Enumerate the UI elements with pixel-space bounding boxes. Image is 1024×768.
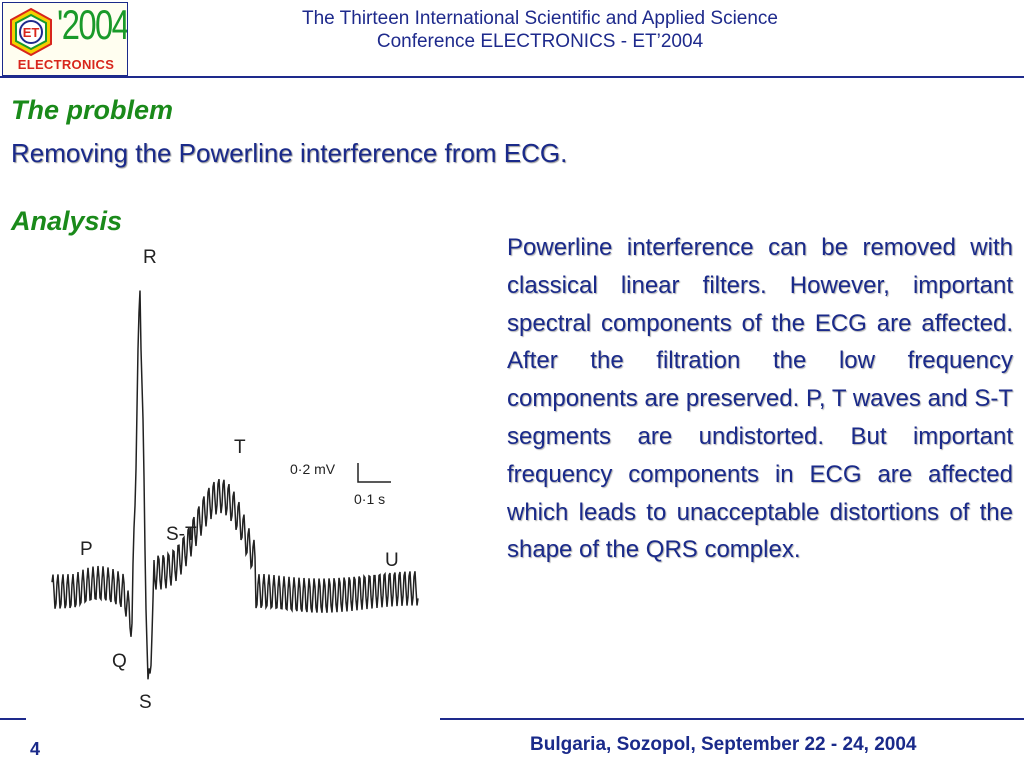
label-st: S-T (166, 524, 197, 545)
scale-amplitude-label: 0·2 mV (290, 461, 336, 477)
scale-bar (357, 463, 391, 483)
label-p: P (80, 539, 93, 560)
logo-badge-text: ET (23, 25, 40, 40)
conference-title-line-2: Conference ELECTRONICS - ET’2004 (376, 31, 704, 52)
footer-divider-right (440, 718, 1024, 720)
footer-location: Bulgaria, Sozopol, September 22 - 24, 20… (530, 734, 917, 755)
ecg-powerline-figure: R T S-T P U Q S 0·2 mV 0·1 s (51, 247, 419, 713)
slide-header: ET '2004 ELECTRONICS The Thirteen Intern… (0, 0, 1024, 78)
conference-title-line-1: The Thirteen International Scientific an… (301, 8, 778, 29)
problem-heading: The problem (11, 95, 174, 125)
header-divider (0, 76, 1024, 78)
footer-divider-left (0, 718, 26, 720)
analysis-paragraph: Powerline interference can be removed wi… (507, 234, 1013, 564)
ecg-trace (51, 290, 419, 680)
label-q: Q (112, 651, 127, 672)
conference-logo: ET '2004 ELECTRONICS (2, 2, 128, 76)
scale-time-label: 0·1 s (354, 491, 385, 507)
logo-label: ELECTRONICS (17, 57, 115, 72)
label-r: R (143, 247, 157, 268)
label-u: U (385, 550, 399, 571)
logo-hexagon-icon: ET (10, 7, 52, 57)
problem-statement: Removing the Powerline interference from… (11, 138, 568, 168)
logo-year: '2004 (57, 2, 128, 48)
label-s: S (139, 692, 152, 713)
page-number: 4 (30, 739, 41, 759)
conference-title: The Thirteen International Scientific an… (140, 7, 940, 53)
label-t: T (234, 437, 246, 458)
analysis-heading: Analysis (11, 206, 123, 236)
